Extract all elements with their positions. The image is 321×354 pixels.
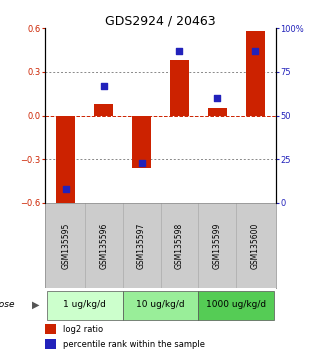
Point xyxy=(215,95,220,101)
Point xyxy=(101,83,106,89)
Bar xyxy=(56,116,75,207)
Bar xyxy=(45,339,56,349)
Bar xyxy=(170,60,189,116)
Text: dose: dose xyxy=(0,300,15,309)
Text: ▶: ▶ xyxy=(32,300,39,310)
Text: GSM135599: GSM135599 xyxy=(213,222,222,269)
Text: 1000 ug/kg/d: 1000 ug/kg/d xyxy=(206,300,266,309)
Text: 1 ug/kg/d: 1 ug/kg/d xyxy=(63,300,106,309)
Text: log2 ratio: log2 ratio xyxy=(64,325,104,334)
Bar xyxy=(208,108,227,116)
Text: 10 ug/kg/d: 10 ug/kg/d xyxy=(136,300,185,309)
Text: GSM135597: GSM135597 xyxy=(137,222,146,269)
Bar xyxy=(198,291,274,320)
Point xyxy=(253,48,258,54)
Bar xyxy=(45,324,56,335)
Text: GSM135596: GSM135596 xyxy=(99,222,108,269)
Text: GSM135600: GSM135600 xyxy=(251,222,260,269)
Bar xyxy=(246,31,265,116)
Point xyxy=(177,48,182,54)
Bar xyxy=(123,291,198,320)
Title: GDS2924 / 20463: GDS2924 / 20463 xyxy=(105,14,216,27)
Bar xyxy=(47,291,123,320)
Text: GSM135598: GSM135598 xyxy=(175,223,184,269)
Point xyxy=(139,160,144,166)
Text: percentile rank within the sample: percentile rank within the sample xyxy=(64,339,205,349)
Point xyxy=(63,186,68,192)
Bar xyxy=(94,104,113,116)
Text: GSM135595: GSM135595 xyxy=(61,222,70,269)
Bar xyxy=(132,116,151,168)
